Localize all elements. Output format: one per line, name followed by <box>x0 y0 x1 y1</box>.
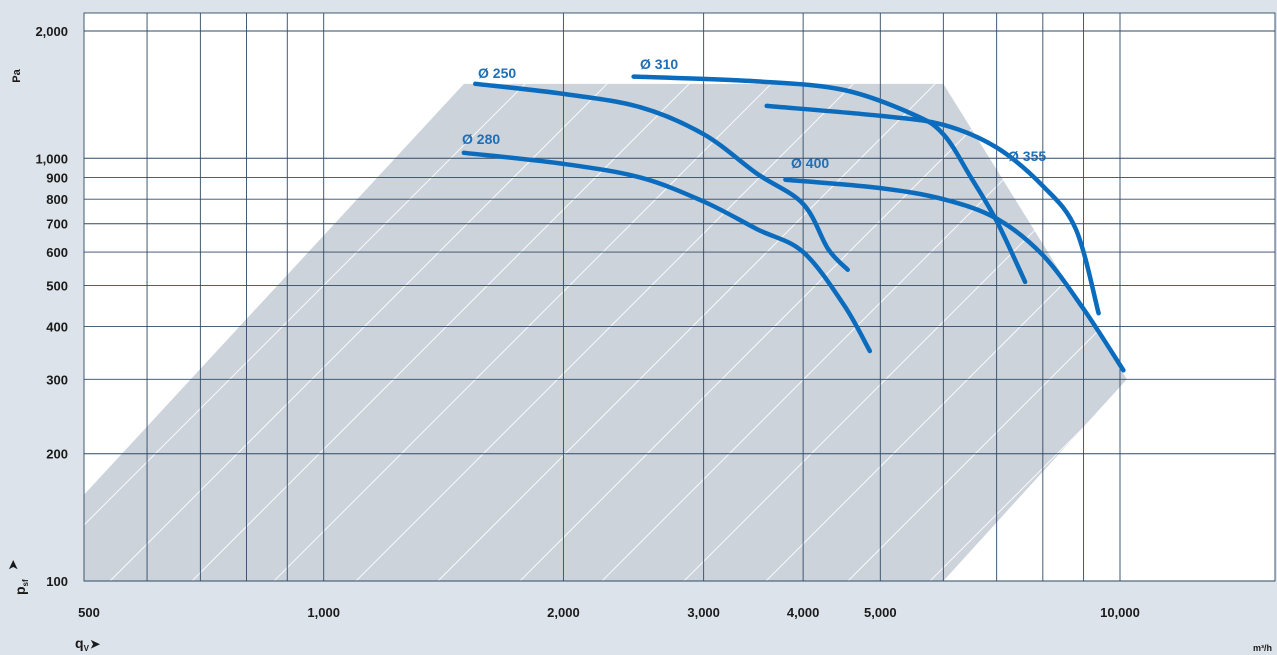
grid-layer <box>83 12 1276 582</box>
x-tick-label: 1,000 <box>307 605 340 620</box>
x-tick-label: 3,000 <box>687 605 720 620</box>
x-tick-label: 2,000 <box>547 605 580 620</box>
series-curve-355 <box>764 103 1101 316</box>
y-tick-label: 100 <box>46 574 68 589</box>
y-tick-label: 400 <box>46 319 68 334</box>
x-tick-label: 500 <box>78 605 100 620</box>
range-hatch-line <box>355 83 937 582</box>
y-tick-label: 2,000 <box>35 24 68 39</box>
series-label-400: Ø 400 <box>791 155 829 171</box>
range-hatch-line <box>191 83 773 582</box>
series-curve-250 <box>473 81 850 272</box>
y-tick-label: 1,000 <box>35 151 68 166</box>
series-label-310: Ø 310 <box>640 56 678 72</box>
series-label-355: Ø 355 <box>1008 148 1046 164</box>
series-curve-400 <box>783 177 1126 373</box>
y-tick-label: 500 <box>46 279 68 294</box>
x-tick-label: 4,000 <box>787 605 820 620</box>
range-hatch-line <box>847 83 1127 582</box>
y-axis-unit: Pa <box>11 68 23 82</box>
series-label-280: Ø 280 <box>462 131 500 147</box>
range-hatch-line <box>437 83 1019 582</box>
range-hatch-line <box>84 83 609 582</box>
range-hatch-line <box>765 83 1127 582</box>
x-axis-symbol: qV <box>75 635 90 653</box>
y-tick-label: 800 <box>46 192 68 207</box>
y-tick-label: 600 <box>46 245 68 260</box>
series-layer: Ø 250 Ø 280 Ø 310 Ø 355 Ø 400 <box>461 56 1126 373</box>
range-hatch-line <box>273 83 855 582</box>
x-axis-title: qV ➤ m³/h <box>75 635 1272 653</box>
y-tick-label: 300 <box>46 372 68 387</box>
y-axis-arrow: ➤ <box>6 559 20 570</box>
y-tick-label: 700 <box>46 217 68 232</box>
x-axis-arrow: ➤ <box>90 637 101 651</box>
range-hatch-line <box>929 83 1127 582</box>
y-axis-symbol: psf <box>12 579 30 595</box>
x-tick-label: 10,000 <box>1100 605 1140 620</box>
x-tick-labels: 500 1,000 2,000 3,000 4,000 5,000 10,000 <box>78 605 1140 620</box>
y-tick-labels: 100 200 300 400 500 600 700 800 900 1,000 2,000 <box>35 24 68 589</box>
plot-border <box>83 12 1276 582</box>
series-curve-280 <box>461 150 873 354</box>
range-hatch-line <box>0 1 34 581</box>
series-label-250: Ø 250 <box>478 65 516 81</box>
y-tick-label: 200 <box>46 447 68 462</box>
range-hatch-line <box>683 83 1127 582</box>
x-tick-label: 5,000 <box>864 605 897 620</box>
y-tick-label: 900 <box>46 171 68 186</box>
y-axis-title: Pa psf ➤ <box>6 68 30 595</box>
operating-range-area <box>84 83 1127 582</box>
x-axis-unit: m³/h <box>1253 643 1272 653</box>
